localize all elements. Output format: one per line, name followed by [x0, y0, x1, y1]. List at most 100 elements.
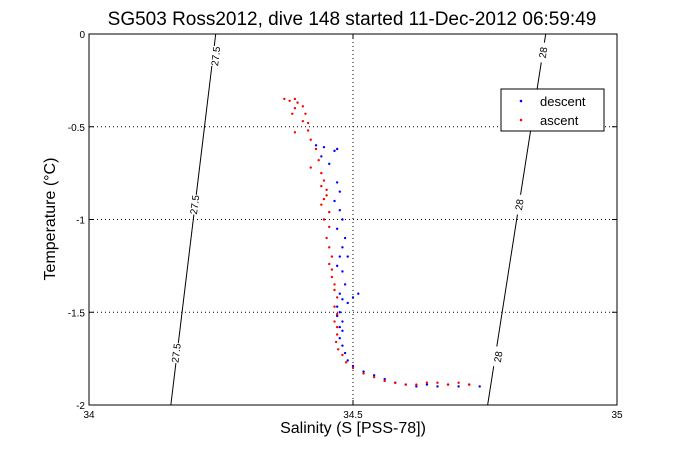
data-point-ascent: [320, 171, 323, 175]
data-point-ascent: [394, 381, 397, 384]
data-point-descent: [335, 227, 339, 230]
data-point-descent: [357, 292, 360, 295]
data-point-ascent: [425, 381, 429, 384]
data-point-ascent: [293, 107, 297, 110]
data-point-ascent: [335, 333, 339, 336]
data-point-ascent: [436, 381, 439, 384]
data-point-descent: [338, 209, 341, 212]
data-point-ascent: [372, 375, 376, 379]
axis-ticks: 34 34.5 35 0 -0.5 -1 -1.5 -2: [68, 30, 623, 421]
data-point-ascent: [325, 188, 328, 192]
data-point-descent: [341, 344, 344, 347]
x-tick-label: 34: [83, 410, 95, 421]
data-point-ascent: [301, 105, 305, 108]
isopycnal-label-28: 28: [514, 198, 527, 211]
data-point-ascent: [322, 218, 326, 221]
isopycnal-label-28: 28: [538, 46, 551, 59]
data-point-descent: [346, 359, 349, 362]
data-point-ascent: [291, 112, 294, 115]
data-point-descent: [338, 190, 341, 193]
data-point-ascent: [344, 361, 348, 364]
data-point-ascent: [341, 353, 344, 357]
data-point-descent: [338, 337, 341, 340]
isopycnal-label-bg: [187, 194, 202, 216]
data-point-descent: [338, 325, 341, 329]
y-tick-label: -1: [76, 216, 85, 227]
data-point-ascent: [320, 184, 323, 188]
data-point-ascent: [415, 383, 418, 386]
data-point-ascent: [446, 383, 450, 386]
data-point-ascent: [314, 147, 318, 151]
legend-box: [500, 88, 605, 132]
data-point-descent: [341, 270, 344, 273]
data-point-ascent: [325, 236, 328, 240]
y-tick-label: -0.5: [68, 123, 86, 134]
data-point-ascent: [335, 312, 339, 316]
data-point-ascent: [309, 138, 312, 141]
data-point-descent: [341, 329, 344, 332]
data-point-ascent: [330, 268, 334, 271]
y-tick-label: 0: [79, 30, 85, 41]
data-point-descent: [343, 351, 347, 355]
isopycnal-label-bg: [208, 45, 223, 67]
x-tick-label: 35: [611, 410, 623, 421]
data-point-descent: [335, 264, 339, 268]
data-point-ascent: [328, 225, 331, 229]
data-point-descent: [372, 374, 376, 377]
legend-label-ascent: ascent: [540, 113, 579, 128]
data-point-descent: [478, 385, 481, 388]
isopycnal-label-27.5: 27.5: [189, 194, 202, 215]
isopycnal-label-bg: [490, 345, 506, 368]
data-point-ascent: [325, 194, 328, 197]
data-point-ascent: [333, 288, 336, 292]
isopycnal-lines: 27.5 27.5 27.5 28 28 28: [168, 33, 551, 406]
data-point-descent: [338, 255, 341, 258]
data-point-descent: [383, 377, 386, 381]
legend-label-descent: descent: [540, 94, 586, 109]
data-point-descent: [341, 298, 344, 301]
data-point-descent: [346, 255, 349, 258]
data-point-descent: [351, 296, 355, 299]
isopycnal-line-27.5: [170, 33, 217, 406]
data-point-ascent: [293, 131, 297, 134]
data-point-descent: [335, 181, 339, 184]
data-point-ascent: [317, 158, 320, 162]
isopycnal-label-27.5: 27.5: [210, 46, 223, 67]
data-point-ascent: [328, 262, 331, 266]
data-point-ascent: [322, 197, 326, 201]
data-point-descent: [341, 320, 344, 323]
data-point-ascent: [330, 255, 334, 258]
x-tick-label: 34.5: [343, 410, 363, 421]
legend: descent ascent: [500, 88, 605, 132]
data-point-ascent: [293, 97, 297, 101]
data-point-descent: [322, 145, 326, 149]
data-point-ascent: [333, 320, 336, 323]
data-point-ascent: [467, 383, 471, 386]
data-point-ascent: [362, 372, 365, 375]
data-point-ascent: [333, 305, 336, 308]
data-point-descent: [436, 385, 439, 388]
y-tick-label: -2: [76, 401, 85, 412]
data-point-descent: [343, 236, 347, 240]
isopycnal-label-bg: [535, 41, 551, 64]
data-point-descent: [335, 305, 339, 308]
data-point-ascent: [328, 210, 331, 214]
data-point-descent: [333, 199, 336, 203]
data-point-ascent: [306, 121, 310, 125]
data-point-descent: [362, 370, 365, 373]
data-point-ascent: [306, 129, 310, 132]
data-point-descent: [457, 385, 460, 388]
data-point-ascent: [333, 283, 336, 286]
data-point-descent: [425, 383, 429, 386]
data-point-ascent: [283, 97, 286, 101]
data-point-descent: [335, 314, 339, 318]
x-axis-label: Salinity (S [PSS-78]): [280, 420, 426, 437]
data-point-ascent: [330, 275, 334, 279]
data-point-ascent: [301, 119, 305, 123]
data-point-ascent: [328, 246, 331, 249]
data-point-descent: [333, 149, 336, 153]
data-point-descent: [341, 218, 344, 221]
isopycnal-label-bg: [168, 342, 184, 364]
data-point-descent: [346, 301, 349, 305]
data-point-descent: [314, 144, 318, 147]
